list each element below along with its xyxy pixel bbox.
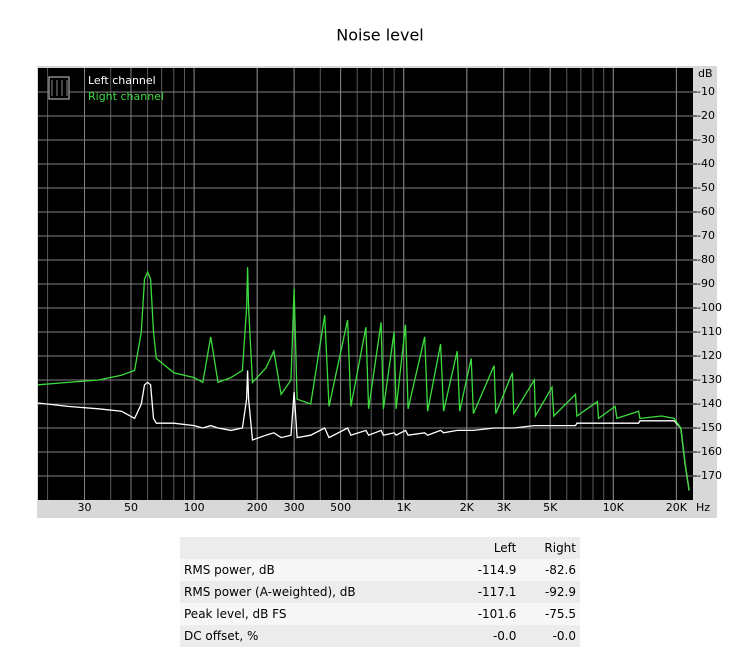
y-tick-label: -140: [697, 397, 722, 410]
y-tick-label: -110: [697, 325, 722, 338]
x-tick-label: 2K: [460, 501, 475, 514]
table-row: DC offset, % -0.0 -0.0: [180, 625, 580, 647]
series-line: [37, 267, 690, 491]
value-cell: -117.1: [477, 585, 517, 599]
x-tick-label: 200: [247, 501, 268, 514]
header-cell: Right: [544, 541, 576, 555]
label-cell: Peak level, dB FS: [184, 607, 287, 621]
value-cell: -114.9: [477, 563, 517, 577]
y-tick-label: -160: [697, 445, 722, 458]
y-tick-label: -20: [697, 109, 715, 122]
y-tick-label: -90: [697, 277, 715, 290]
legend-label: Right channel: [88, 90, 164, 103]
value-cell: -0.0: [492, 629, 517, 643]
y-tick-label: -10: [697, 85, 715, 98]
x-tick-label: 300: [284, 501, 305, 514]
legend-label: Left channel: [88, 74, 156, 87]
value-cell: -92.9: [544, 585, 576, 599]
table-row: Peak level, dB FS -101.6 -75.5: [180, 603, 580, 625]
label-cell: RMS power (A-weighted), dB: [184, 585, 356, 599]
y-tick-label: -100: [697, 301, 722, 314]
value-cell: -0.0: [552, 629, 576, 643]
x-tick-label: 50: [124, 501, 138, 514]
value-cell: -101.6: [477, 607, 517, 621]
y-tick-label: -70: [697, 229, 715, 242]
x-tick-label: 3K: [497, 501, 512, 514]
y-tick-label: -120: [697, 349, 722, 362]
header-cell: Left: [493, 541, 517, 555]
x-tick-label: 10K: [603, 501, 625, 514]
y-tick-label: -80: [697, 253, 715, 266]
label-cell: DC offset, %: [184, 629, 259, 643]
table-header: Left Right: [180, 537, 580, 559]
y-tick-label: -150: [697, 421, 722, 434]
x-tick-label: 30: [78, 501, 92, 514]
x-tick-label: 500: [330, 501, 351, 514]
stats-table: Left Right RMS power, dB -114.9 -82.6 RMS pow…: [180, 537, 580, 647]
y-tick-label: -60: [697, 205, 715, 218]
chart: Noise level 30 50 100 200 300 500 1K 2K 3K 5K 10K 2…: [37, 26, 722, 518]
y-tick-label: -130: [697, 373, 722, 386]
table-row: RMS power (A-weighted), dB -117.1 -92.9: [180, 581, 580, 603]
x-tick-label: 1K: [397, 501, 412, 514]
x-tick-label: 100: [184, 501, 205, 514]
y-tick-label: -40: [697, 157, 715, 170]
y-axis-label: dB: [698, 67, 713, 80]
y-tick-label: -50: [697, 181, 715, 194]
value-cell: -82.6: [544, 563, 576, 577]
x-tick-label: 5K: [543, 501, 558, 514]
x-tick-label: 20K: [666, 501, 688, 514]
value-cell: -75.5: [544, 607, 576, 621]
y-tick-label: -170: [697, 469, 722, 482]
header-cell: [180, 537, 450, 559]
series-line: [37, 370, 690, 491]
label-cell: RMS power, dB: [184, 563, 275, 577]
x-axis-label: Hz: [696, 501, 710, 514]
y-tick-label: -30: [697, 133, 715, 146]
legend-icon: [48, 76, 70, 100]
chart-title: Noise level: [336, 26, 424, 45]
table-row: RMS power, dB -114.9 -82.6: [180, 559, 580, 581]
